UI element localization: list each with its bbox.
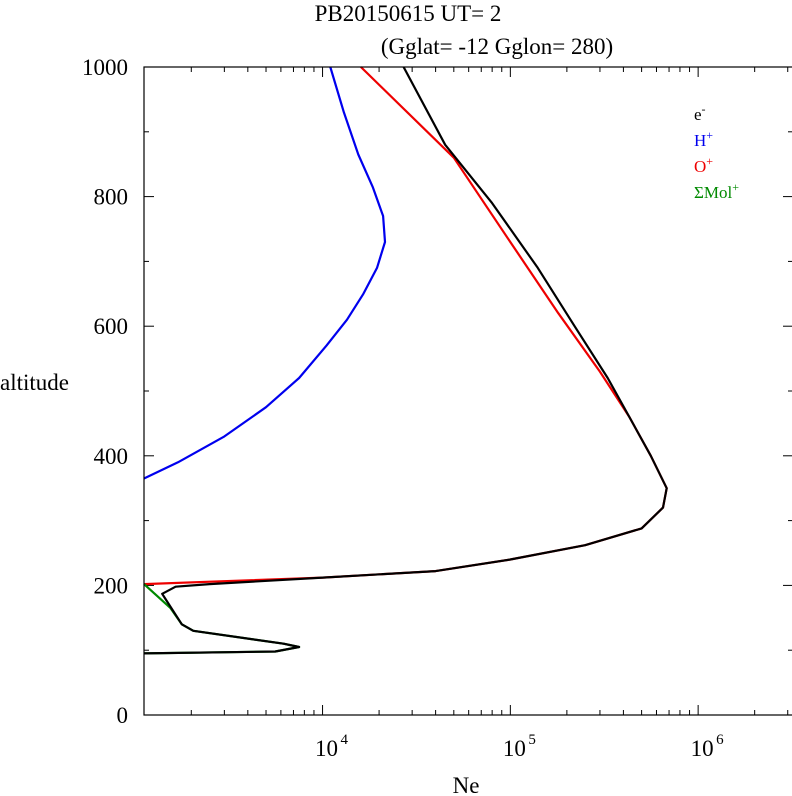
x-tick-label-exponent: 5 xyxy=(528,732,536,748)
x-tick-label-base: 10 xyxy=(315,736,338,761)
legend-superscript: + xyxy=(732,180,739,194)
y-tick-label: 800 xyxy=(94,185,129,210)
legend-superscript: - xyxy=(702,102,706,116)
y-tick-label: 1000 xyxy=(82,55,128,80)
y-tick-label: 200 xyxy=(94,573,129,598)
legend-label: ΣMol+ xyxy=(694,180,739,202)
x-tick-label: 10 5 xyxy=(503,732,536,761)
y-tick-label: 600 xyxy=(94,314,129,339)
y-tick-labels: 0 200 400 600 800 1000 xyxy=(82,55,128,728)
y-axis-label: altitude xyxy=(0,370,69,395)
chart-title: PB20150615 UT= 2 xyxy=(315,1,502,26)
legend-label: O+ xyxy=(694,154,713,176)
legend: e- H+ O+ ΣMol+ xyxy=(694,102,739,202)
series-line-h-ion xyxy=(143,66,387,480)
x-tick-label: 10 6 xyxy=(691,732,725,761)
legend-label: H+ xyxy=(694,128,713,150)
plot-frame xyxy=(143,66,792,716)
legend-entry: H+ xyxy=(694,128,713,150)
series-line-e- xyxy=(143,66,668,655)
x-tick-label-base: 10 xyxy=(691,736,714,761)
legend-label: e- xyxy=(694,102,706,124)
legend-entry: O+ xyxy=(694,154,713,176)
x-tick-label: 10 4 xyxy=(315,732,349,761)
legend-superscript: + xyxy=(706,128,713,142)
x-tick-label-base: 10 xyxy=(503,736,526,761)
y-tick-label: 400 xyxy=(94,444,129,469)
legend-superscript: + xyxy=(706,154,713,168)
legend-entry: ΣMol+ xyxy=(694,180,739,202)
x-tick-labels: 10 4 10 5 10 6 xyxy=(315,732,724,761)
x-tick-label-exponent: 4 xyxy=(341,732,349,748)
legend-entry: e- xyxy=(694,102,706,124)
series-group xyxy=(143,66,668,655)
x-tick-label-exponent: 6 xyxy=(716,732,724,748)
x-axis-label: Ne xyxy=(453,773,480,796)
series-line-o-ion xyxy=(143,66,668,586)
y-tick-label: 0 xyxy=(117,703,129,728)
chart-subtitle: (Gglat= -12 Gglon= 280) xyxy=(381,34,613,59)
